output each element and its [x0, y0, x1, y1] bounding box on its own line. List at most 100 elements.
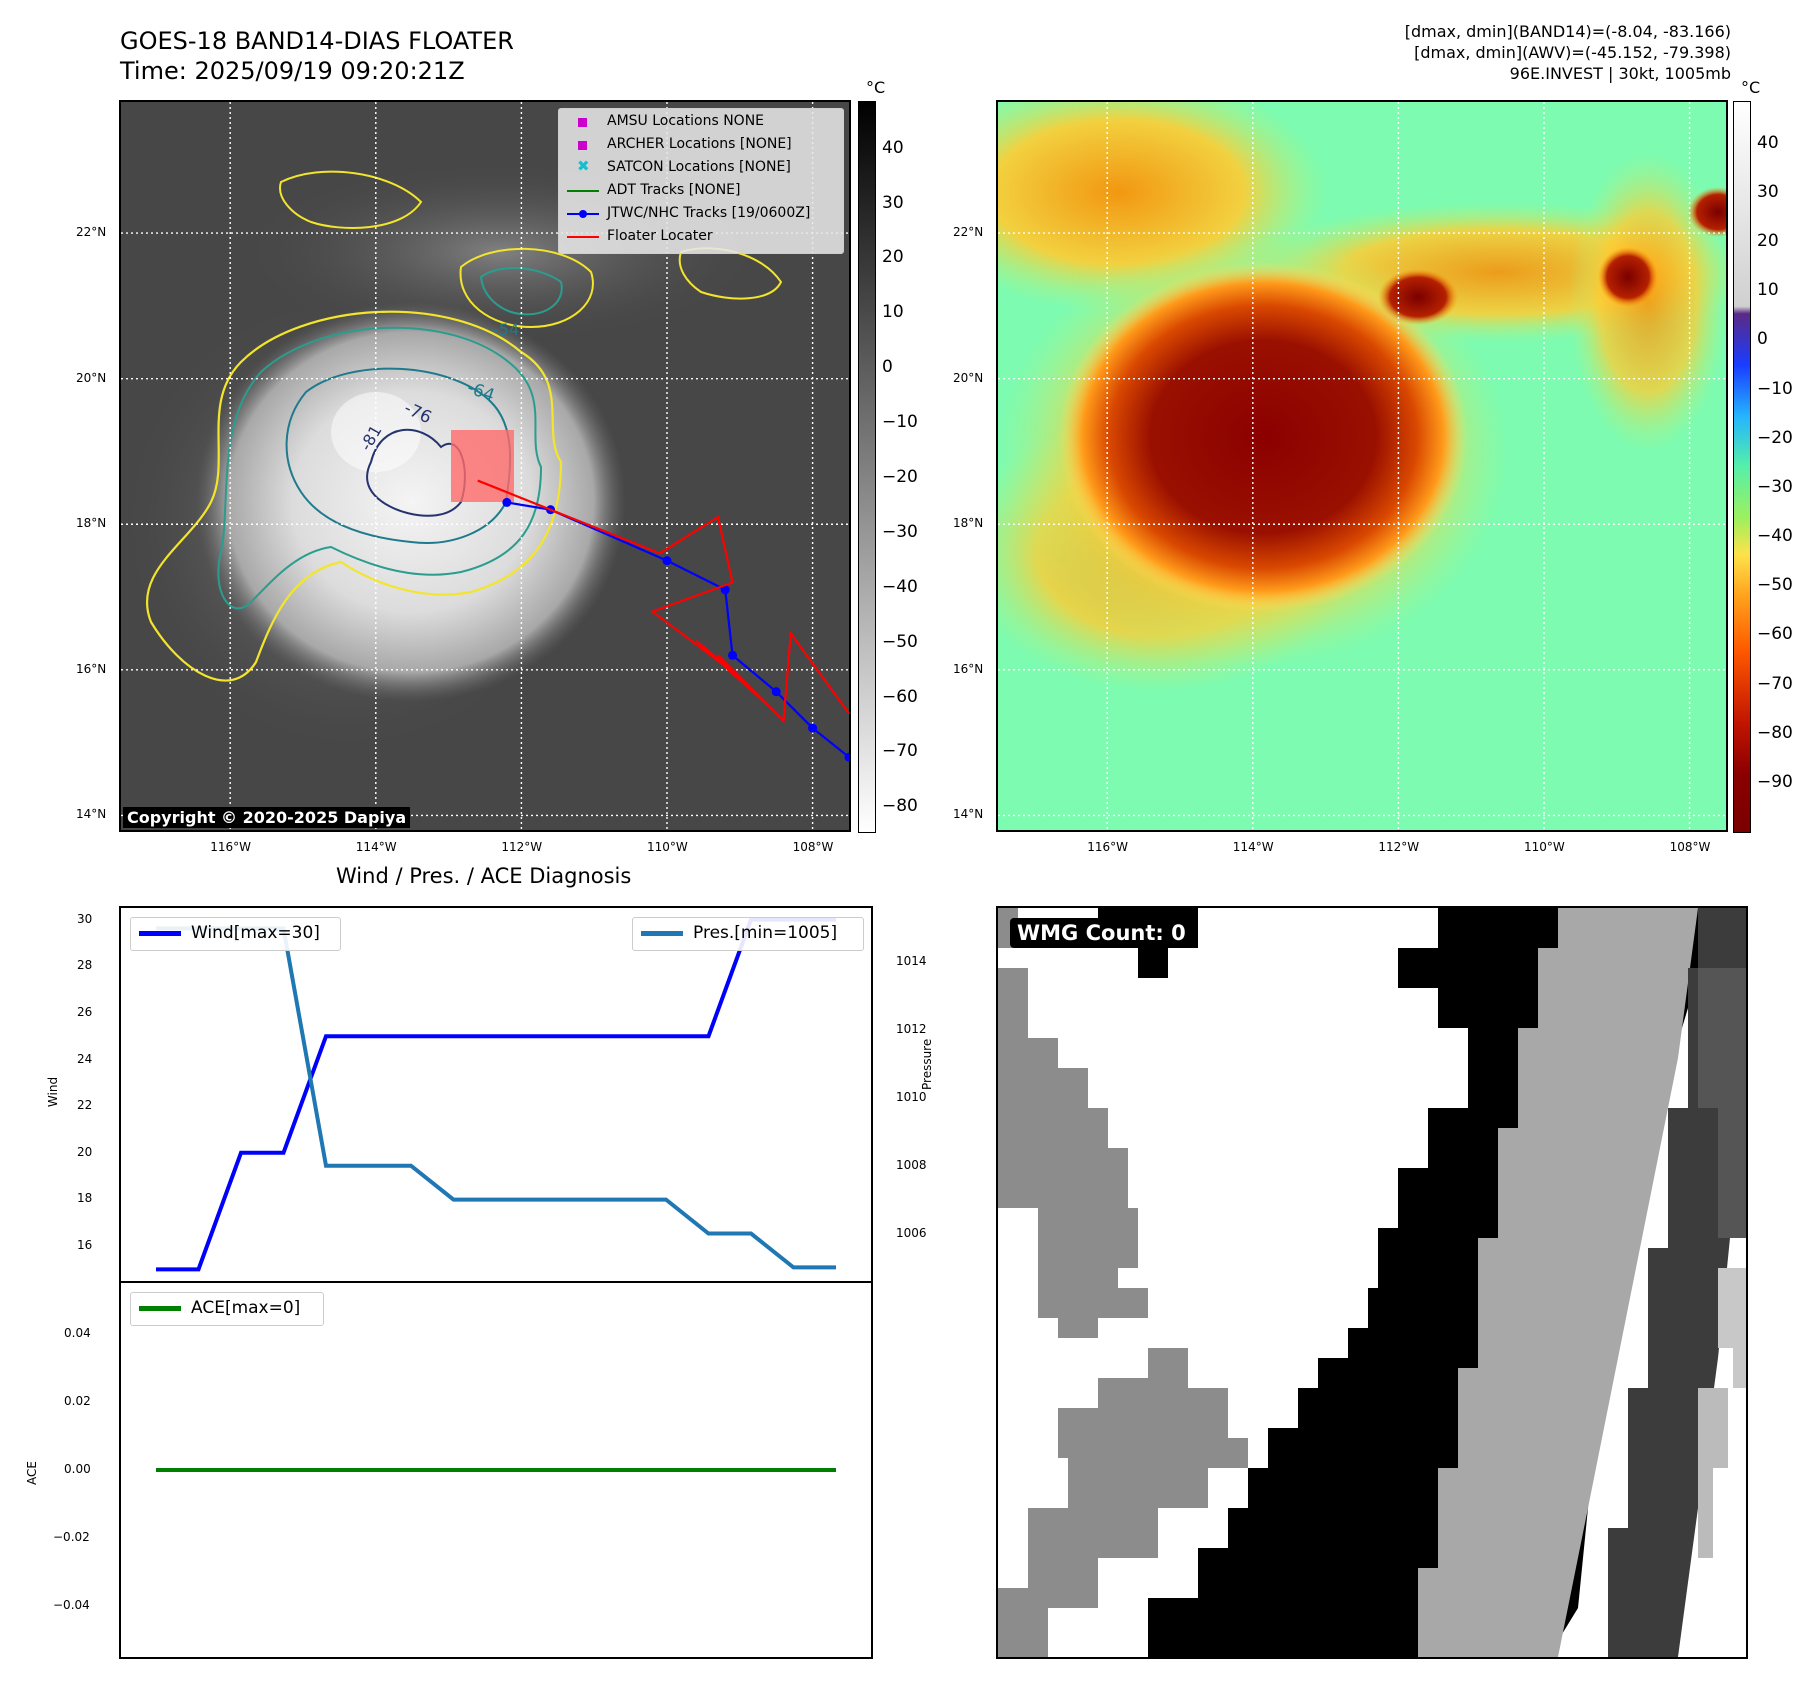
contour-teal-inner: [285, 367, 512, 544]
floater-locater-line: [477, 479, 849, 724]
colorbar-tick-label: −20: [1757, 427, 1793, 448]
colorbar-tick-label: 30: [882, 192, 904, 213]
amsu-marker-icon: [578, 118, 587, 127]
colorbar-tick-label: 40: [1757, 132, 1779, 153]
wind-legend: Wind[max=30]: [130, 917, 341, 951]
awv-lat-tick-label: 14°N: [953, 807, 984, 822]
legend-label-amsu: AMSU Locations NONE: [607, 113, 765, 129]
ace-tick-label: 0.04: [64, 1326, 91, 1340]
pressure-legend-label: Pres.[min=1005]: [693, 923, 838, 943]
ir-lat-tick-label: 14°N: [76, 807, 107, 822]
ir-lon-tick-label: 114°W: [355, 840, 397, 854]
chart-title: GOES-18 BAND14-DIAS FLOATER: [120, 27, 514, 55]
colorbar-tick-label: −50: [882, 631, 918, 652]
contour-north: [279, 170, 423, 229]
ace-tick-label: 0.00: [64, 1462, 91, 1476]
chart-timestamp: Time: 2025/09/19 09:20:21Z: [120, 57, 465, 85]
ir-lat-tick-label: 22°N: [76, 225, 107, 240]
colorbar-tick-label: −50: [1757, 575, 1793, 596]
wind-tick-label: 26: [77, 1004, 93, 1019]
awv-lon-tick-label: 110°W: [1524, 840, 1565, 854]
floater-line-icon: [567, 236, 599, 238]
pressure-legend-swatch: [641, 931, 683, 936]
ir-lon-tick-label: 110°W: [647, 840, 688, 854]
wmg-count-badge: WMG Count: 0: [1010, 918, 1193, 948]
legend-label-jtwc: JTWC/NHC Tracks [19/0600Z]: [607, 205, 811, 221]
legend-label-adt: ADT Tracks [NONE]: [607, 182, 741, 198]
ir-lat-tick-label: 20°N: [76, 370, 107, 385]
colorbar-tick-label: −60: [882, 686, 918, 707]
colorbar-tick-label: 20: [1757, 231, 1779, 252]
jtwc-track-point: [720, 585, 730, 595]
contour-cluster: [479, 266, 563, 316]
diagnosis-title: Wind / Pres. / ACE Diagnosis: [336, 864, 632, 888]
colorbar-tick-label: −80: [1757, 722, 1793, 743]
ace-svg: [156, 1468, 836, 1472]
ace-tick-label: 0.02: [64, 1394, 91, 1408]
jtwc-dot-icon: [579, 210, 587, 218]
ir-map-panel: -54 -64 -76 -81 AMSU Locations NONE ARCH…: [119, 100, 851, 832]
wmg-image: [998, 908, 1746, 1657]
info-line-band14: [dmax, dmin](BAND14)=(-8.04, -83.166): [1404, 22, 1731, 41]
ace-legend: ACE[max=0]: [130, 1292, 324, 1326]
adt-line-icon: [567, 190, 599, 192]
ir-lon-tick-label: 112°W: [501, 840, 543, 854]
info-line-storm: 96E.INVEST | 30kt, 1005mb: [1509, 64, 1731, 83]
awv-lon-tick-label: 116°W: [1087, 840, 1128, 854]
colorbar-tick-label: −20: [882, 466, 918, 487]
legend-label-archer: ARCHER Locations [NONE]: [607, 136, 792, 152]
colorbar-tick-label: −30: [1757, 476, 1793, 497]
colorbar-tick-label: −10: [882, 412, 918, 433]
pressure-tick-label: 1010: [896, 1089, 927, 1104]
jtwc-track-point: [808, 723, 818, 733]
ace-tick-label: −0.04: [53, 1598, 90, 1612]
contour-teal-outer: [217, 326, 543, 610]
ace-tick-label: −0.02: [53, 1530, 90, 1544]
colorbar-tick-label: −40: [1757, 526, 1793, 547]
pressure-legend: Pres.[min=1005]: [632, 917, 864, 951]
map-legend: AMSU Locations NONE ARCHER Locations [NO…: [558, 108, 844, 254]
legend-label-satcon: SATCON Locations [NONE]: [607, 159, 791, 175]
colorbar-tick-label: −80: [882, 796, 918, 817]
jtwc-track-point: [502, 497, 512, 507]
wind-tick-label: 24: [77, 1051, 93, 1066]
pressure-tick-label: 1008: [896, 1157, 927, 1172]
ir-lon-tick-label: 116°W: [210, 840, 251, 854]
awv-colorbar-unit: °C: [1741, 78, 1761, 97]
colorbar-tick-label: 10: [882, 302, 904, 323]
colorbar-tick-label: −40: [882, 576, 918, 597]
wind-pressure-plot: Wind[max=30] Pres.[min=1005]: [119, 906, 873, 1283]
ace-legend-swatch: [139, 1306, 181, 1311]
contour-cluster-yellow: [459, 247, 594, 329]
awv-lon-tick-label: 112°W: [1378, 840, 1420, 854]
ir-lat-tick-label: 16°N: [76, 661, 107, 676]
awv-colorbar: [1733, 101, 1751, 833]
awv-map-image: [998, 102, 1726, 830]
satcon-marker-icon: ✖: [577, 157, 590, 175]
colorbar-tick-label: −30: [882, 521, 918, 542]
ir-colorbar-unit: °C: [866, 78, 886, 97]
ace-axis-label: ACE: [24, 1461, 39, 1485]
colorbar-tick-label: −70: [882, 741, 918, 762]
colorbar-tick-label: 0: [882, 357, 893, 378]
wind-tick-label: 18: [77, 1191, 93, 1206]
wind-series-line: [156, 917, 836, 1272]
jtwc-track-point: [662, 556, 672, 566]
awv-lon-tick-label: 114°W: [1232, 840, 1274, 854]
ace-legend-label: ACE[max=0]: [191, 1298, 301, 1318]
wind-tick-label: 28: [77, 958, 93, 973]
awv-lat-tick-label: 18°N: [953, 516, 984, 531]
ir-lon-tick-label: 108°W: [792, 840, 834, 854]
pressure-tick-label: 1012: [896, 1022, 927, 1037]
jtwc-track-point: [728, 650, 738, 660]
pressure-tick-label: 1014: [896, 954, 927, 969]
wmg-panel: WMG Count: 0: [996, 906, 1748, 1659]
awv-lat-tick-label: 20°N: [953, 370, 984, 385]
awv-lon-tick-label: 108°W: [1669, 840, 1711, 854]
archer-marker-icon: [578, 141, 587, 150]
awv-map-panel: [996, 100, 1728, 832]
legend-label-floater: Floater Locater: [607, 228, 713, 244]
pressure-axis-label: Pressure: [920, 1038, 934, 1090]
wind-tick-label: 30: [77, 911, 93, 926]
colorbar-tick-label: −60: [1757, 624, 1793, 645]
